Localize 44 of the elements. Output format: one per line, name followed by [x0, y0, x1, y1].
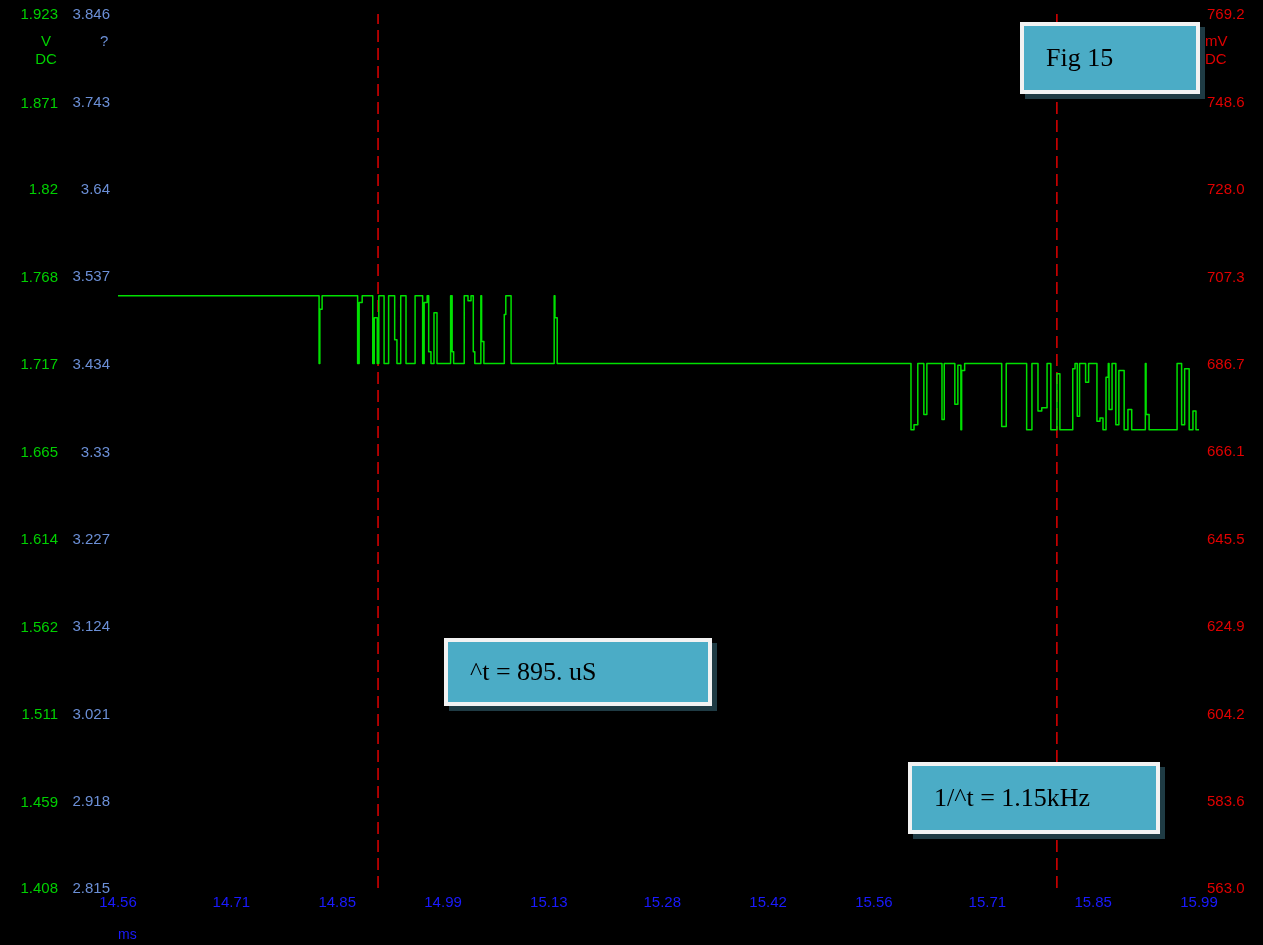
y-axis-title: V DC [34, 32, 58, 68]
y3-tick-label: 686.7 [1207, 355, 1245, 373]
x-tick-label: 14.99 [424, 892, 462, 910]
y-tick-label: 1.408 [20, 879, 58, 897]
x-tick-label: 15.71 [968, 892, 1007, 910]
y3-tick-label: 645.5 [1207, 529, 1245, 547]
x-tick-label: 15.85 [1074, 892, 1112, 910]
x-tick-label: 15.13 [530, 892, 568, 910]
y2-tick-label: 3.537 [72, 267, 110, 285]
y-tick-label: 1.459 [20, 792, 58, 810]
x-tick-label: 15.42 [749, 892, 787, 910]
y3-tick-label: 728.0 [1207, 179, 1245, 197]
y-tick-label: 1.923 [20, 5, 58, 23]
x-tick-label: 15.28 [643, 892, 682, 910]
y3-tick-label: 707.3 [1207, 267, 1245, 285]
y3-axis-title: mV DC [1205, 32, 1229, 68]
y2-axis-title: ? [100, 32, 109, 49]
y-tick-label: 1.511 [21, 704, 58, 722]
y3-tick-label: 624.9 [1207, 616, 1245, 634]
y3-tick-label: 769.2 [1207, 5, 1245, 23]
y-tick-label: 1.871 [20, 93, 58, 111]
y3-tick-label: 748.6 [1207, 92, 1245, 110]
y-tick-label: 1.82 [28, 180, 58, 198]
y-tick-label: 1.717 [20, 354, 58, 372]
y2-tick-label: 3.021 [72, 704, 110, 722]
y-tick-label: 1.665 [20, 443, 58, 461]
x-tick-label: 14.71 [212, 892, 251, 910]
x-tick-label: 14.85 [318, 892, 356, 910]
y-tick-label: 1.768 [20, 268, 58, 286]
y2-tick-label: 3.33 [80, 442, 110, 460]
y2-tick-label: 2.918 [72, 792, 110, 810]
y2-tick-label: 3.64 [80, 179, 110, 197]
y-tick-label: 1.614 [20, 529, 58, 547]
y3-tick-label: 583.6 [1207, 792, 1245, 810]
y3-tick-label: 604.2 [1207, 704, 1245, 722]
y2-tick-label: 3.227 [72, 530, 110, 548]
y2-tick-label: 3.846 [72, 5, 110, 23]
y2-tick-label: 3.124 [72, 617, 110, 635]
y3-tick-label: 666.1 [1207, 442, 1245, 460]
y2-tick-label: 3.434 [72, 354, 110, 372]
y2-tick-label: 3.743 [72, 92, 110, 110]
x-tick-label: 15.56 [855, 892, 893, 910]
y-tick-label: 1.562 [20, 617, 58, 635]
x-axis-title: ms [118, 926, 137, 942]
